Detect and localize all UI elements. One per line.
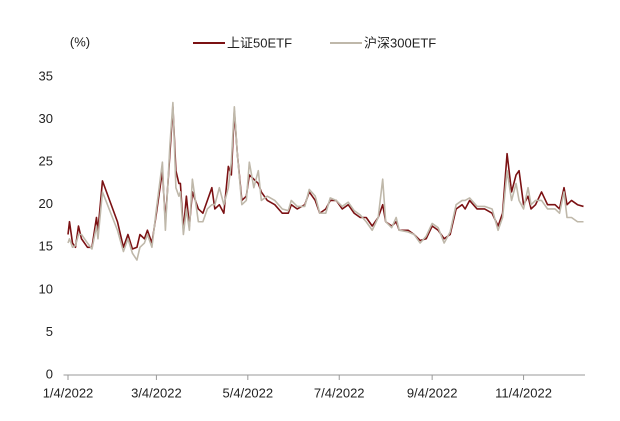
series-line [67,101,584,261]
x-tick-label: 1/4/2022 [43,385,94,400]
y-tick-label: 15 [39,239,53,254]
y-tick-label: 30 [39,111,53,126]
x-tick-label: 3/4/2022 [131,385,182,400]
legend-label: 上证50ETF [227,35,292,50]
y-tick-label: 25 [39,154,53,169]
legend-label: 沪深300ETF [364,35,436,50]
y-axis-label: (%) [70,34,90,49]
x-tick-label: 11/4/2022 [495,385,552,400]
x-tick-label: 9/4/2022 [407,385,458,400]
y-tick-label: 20 [39,196,53,211]
x-tick-label: 7/4/2022 [314,385,365,400]
x-tick-label: 5/4/2022 [223,385,274,400]
y-tick-label: 0 [46,366,53,381]
series-line [67,106,584,250]
y-tick-label: 35 [39,68,53,83]
y-tick-label: 5 [46,324,53,339]
y-tick-label: 10 [39,281,53,296]
